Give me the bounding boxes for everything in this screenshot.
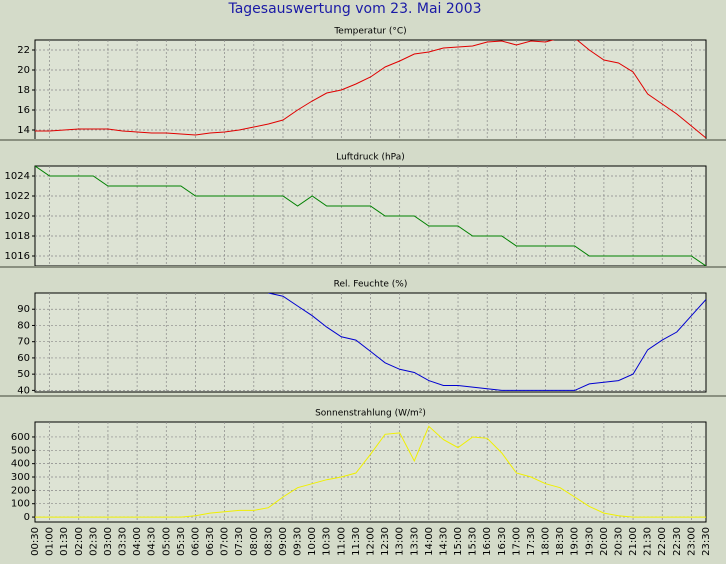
y-tick-label: 0 [24, 512, 30, 523]
y-tick-label: 70 [17, 337, 30, 348]
page-title: Tagesauswertung vom 23. Mai 2003 [227, 1, 481, 17]
y-tick-label: 600 [11, 432, 30, 443]
y-tick-label: 50 [17, 369, 30, 380]
y-tick-label: 14 [17, 125, 30, 136]
x-tick-label: 20:00 [599, 527, 610, 556]
y-tick-label: 100 [11, 499, 30, 510]
x-tick-label: 12:30 [380, 527, 391, 556]
x-tick-label: 00:30 [30, 527, 41, 556]
x-tick-label: 17:00 [511, 527, 522, 556]
x-tick-label: 17:30 [526, 527, 537, 556]
data-line [35, 40, 706, 139]
x-tick-label: 03:30 [118, 527, 129, 556]
x-tick-label: 08:00 [249, 527, 260, 556]
y-tick-label: 1022 [5, 191, 30, 202]
y-tick-label: 60 [17, 353, 30, 364]
y-tick-label: 1020 [5, 211, 30, 222]
x-tick-label: 11:00 [336, 527, 347, 556]
x-tick-label: 04:00 [132, 527, 143, 556]
data-line [268, 293, 706, 391]
panel-title: Rel. Feuchte (%) [334, 280, 408, 290]
x-tick-label: 11:30 [351, 527, 362, 556]
y-tick-label: 80 [17, 320, 30, 331]
x-tick-label: 22:30 [672, 527, 683, 556]
y-tick-label: 18 [17, 85, 30, 96]
y-tick-label: 1018 [5, 231, 30, 242]
panel-title: Sonnenstrahlung (W/m²) [315, 409, 426, 419]
x-tick-label: 07:30 [234, 527, 245, 556]
x-tick-label: 18:00 [541, 527, 552, 556]
data-line [35, 166, 706, 266]
x-tick-label: 03:00 [103, 527, 114, 556]
x-tick-label: 15:00 [453, 527, 464, 556]
y-tick-label: 16 [17, 105, 30, 116]
x-tick-label: 16:30 [497, 527, 508, 556]
y-tick-label: 40 [17, 385, 30, 396]
x-tick-label: 23:00 [686, 527, 697, 556]
y-tick-label: 200 [11, 485, 30, 496]
x-tick-label: 13:30 [409, 527, 420, 556]
x-tick-label: 14:00 [424, 527, 435, 556]
x-tick-label: 22:00 [657, 527, 668, 556]
x-tick-label: 10:30 [322, 527, 333, 556]
x-tick-label: 08:30 [263, 527, 274, 556]
x-tick-label: 05:30 [176, 527, 187, 556]
x-tick-label: 04:30 [147, 527, 158, 556]
y-tick-label: 500 [11, 445, 30, 456]
x-tick-label: 14:30 [438, 527, 449, 556]
y-tick-label: 1016 [5, 251, 30, 262]
x-tick-label: 18:30 [555, 527, 566, 556]
x-tick-label: 19:30 [584, 527, 595, 556]
x-tick-label: 20:30 [613, 527, 624, 556]
x-tick-label: 09:00 [278, 527, 289, 556]
x-tick-label: 10:00 [307, 527, 318, 556]
x-tick-label: 15:30 [468, 527, 479, 556]
y-tick-label: 400 [11, 459, 30, 470]
x-tick-label: 12:00 [366, 527, 377, 556]
x-tick-label: 09:30 [293, 527, 304, 556]
x-tick-label: 13:00 [395, 527, 406, 556]
x-tick-label: 06:30 [205, 527, 216, 556]
x-tick-label: 02:00 [74, 527, 85, 556]
x-tick-label: 06:00 [190, 527, 201, 556]
x-tick-label: 19:00 [570, 527, 581, 556]
x-tick-label: 02:30 [88, 527, 99, 556]
y-tick-label: 20 [17, 65, 30, 76]
panel-title: Luftdruck (hPa) [336, 153, 405, 163]
x-tick-label: 01:00 [45, 527, 56, 556]
x-tick-label: 07:00 [220, 527, 231, 556]
y-tick-label: 90 [17, 304, 30, 315]
panel-title: Temperatur (°C) [333, 27, 406, 37]
x-tick-label: 01:30 [59, 527, 70, 556]
x-tick-label: 21:30 [643, 527, 654, 556]
y-tick-label: 300 [11, 472, 30, 483]
x-tick-label: 23:30 [701, 527, 712, 556]
x-tick-label: 16:00 [482, 527, 493, 556]
x-tick-label: 21:00 [628, 527, 639, 556]
y-tick-label: 22 [17, 45, 30, 56]
data-line [35, 425, 706, 518]
y-tick-label: 1024 [5, 171, 30, 182]
x-tick-label: 05:00 [161, 527, 172, 556]
